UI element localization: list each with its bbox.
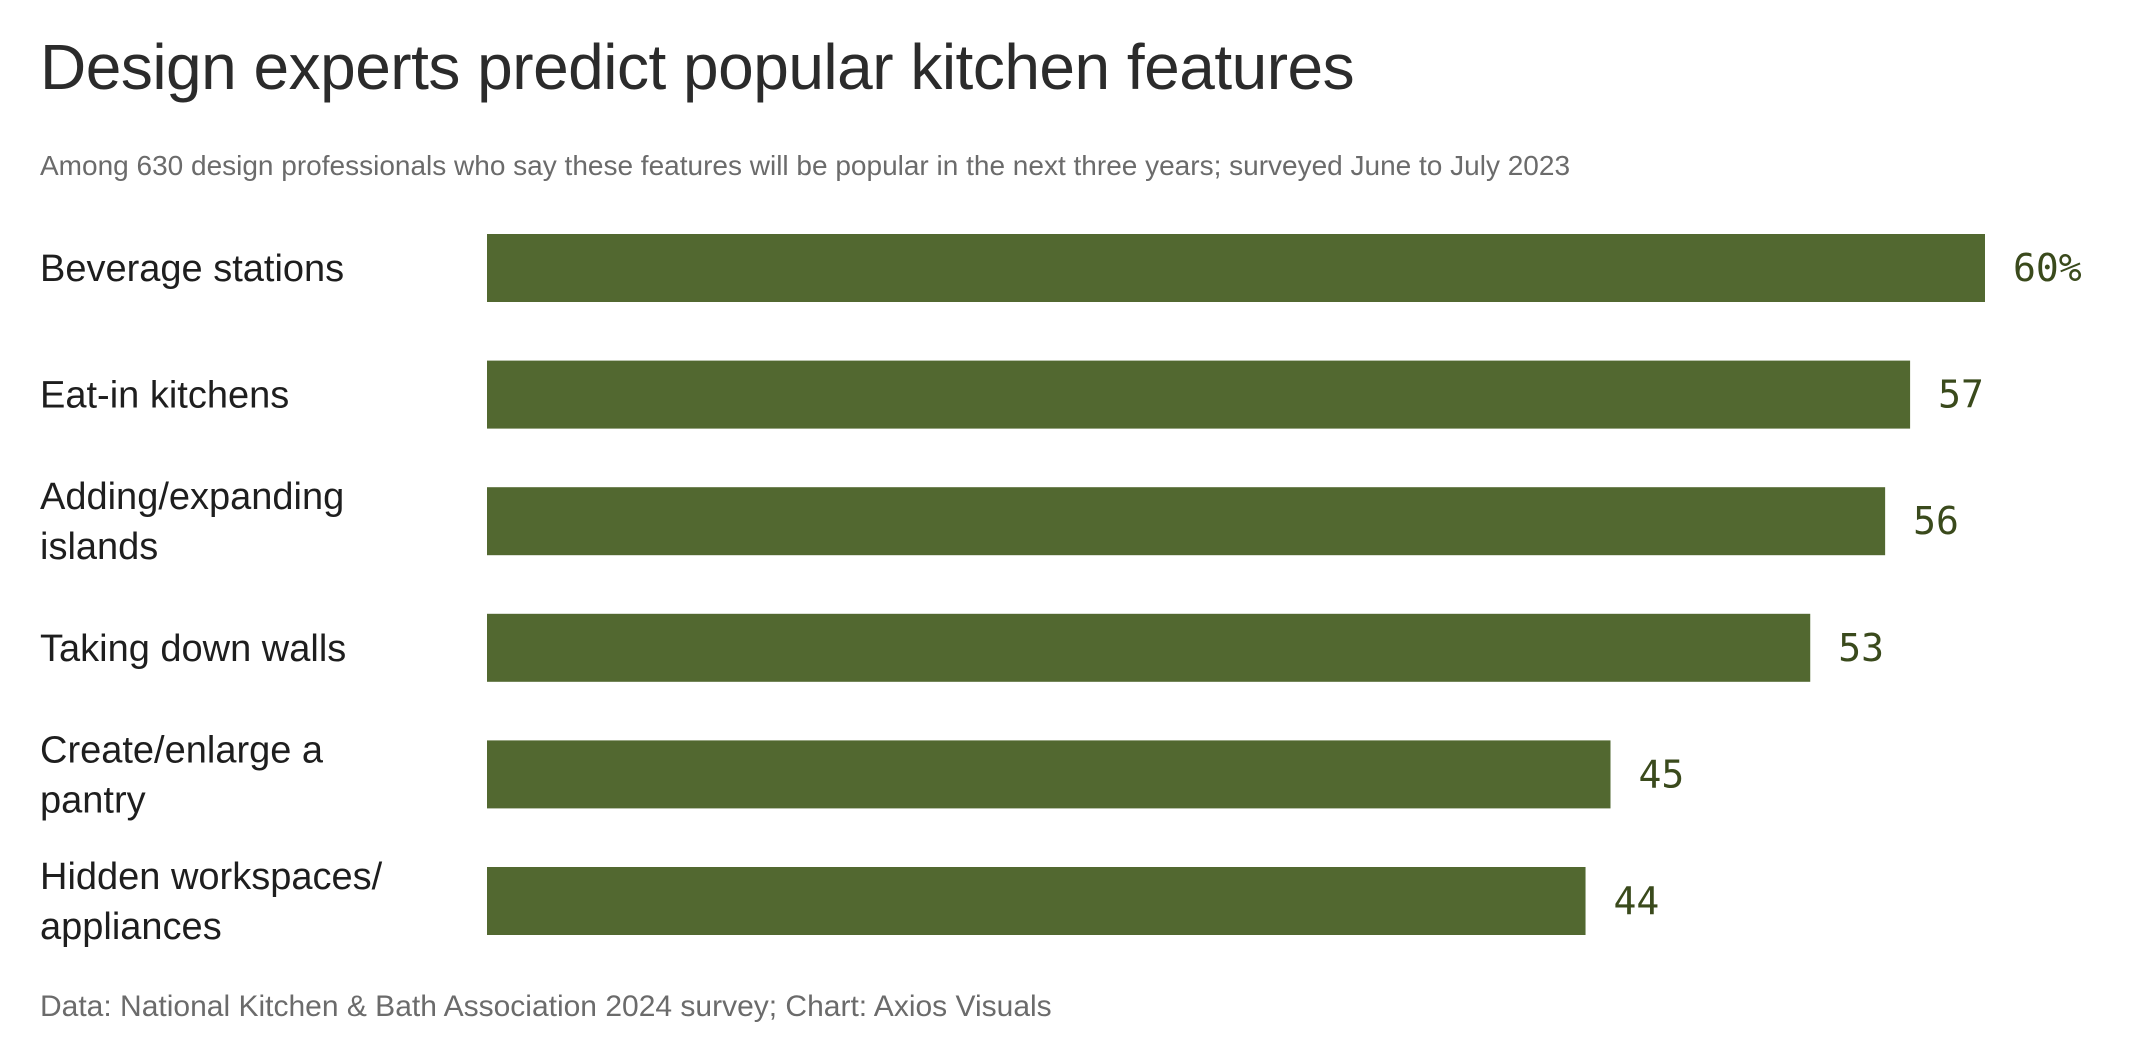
category-label: Taking down walls <box>40 628 346 670</box>
category-label: Beverage stations <box>40 248 344 290</box>
value-label: 57 <box>1938 373 1984 417</box>
category-label: Hidden workspaces/appliances <box>40 856 383 948</box>
category-label-line: islands <box>40 526 158 568</box>
category-label-line: Eat-in kitchens <box>40 375 289 417</box>
category-label-line: appliances <box>40 906 222 948</box>
bar-5 <box>487 740 1611 809</box>
category-label-line: Taking down walls <box>40 628 346 670</box>
category-label-line: Create/enlarge a <box>40 729 324 771</box>
value-label: 60% <box>2013 246 2082 290</box>
category-label-line: Beverage stations <box>40 248 344 290</box>
value-label: 56 <box>1913 499 1959 543</box>
value-label: 53 <box>1838 626 1884 670</box>
category-label-line: Adding/expanding <box>40 476 344 518</box>
chart-source-note: Data: National Kitchen & Bath Associatio… <box>40 990 1052 1023</box>
chart-subtitle: Among 630 design professionals who say t… <box>40 150 1571 181</box>
value-label: 45 <box>1639 752 1685 796</box>
category-label-line: Hidden workspaces/ <box>40 856 383 898</box>
category-label: Eat-in kitchens <box>40 375 289 417</box>
value-label: 44 <box>1614 879 1660 923</box>
bar-3 <box>487 487 1886 556</box>
category-label: Create/enlarge a pantry <box>40 729 324 821</box>
category-label: Adding/expanding islands <box>40 476 344 568</box>
bar-6 <box>487 867 1586 935</box>
bar-1 <box>487 234 1985 302</box>
chart-title: Design experts predict popular kitchen f… <box>40 31 1355 103</box>
bar-4 <box>487 613 1811 682</box>
category-label-line: pantry <box>40 779 146 821</box>
bar-2 <box>487 360 1911 429</box>
